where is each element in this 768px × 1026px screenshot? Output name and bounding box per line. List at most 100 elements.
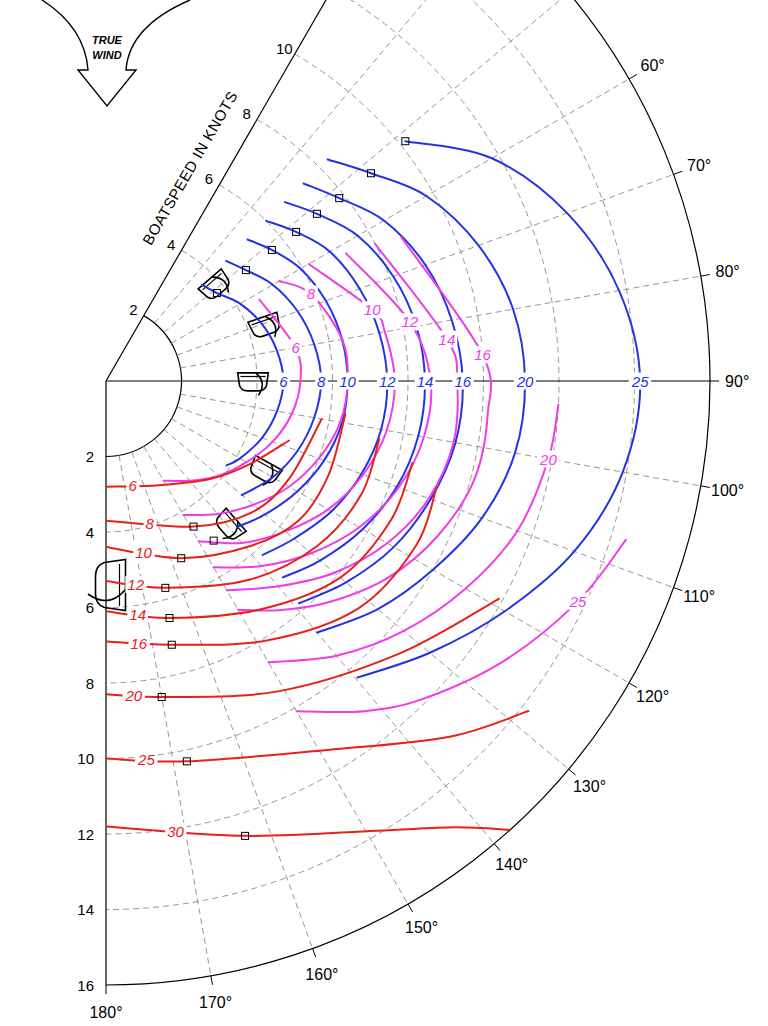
curve-label: 25 [137,751,155,768]
target-marker [190,523,197,530]
speed-label: 10 [77,750,94,767]
target-marker [213,290,220,297]
speed-curve [164,299,301,481]
angle-label: 160° [305,966,338,983]
ring-gridline [106,0,710,985]
angle-label: 70° [687,157,711,174]
target-marker [336,195,343,202]
boat-sail [256,373,263,396]
curve-labels: 6810121416202568101214162025681012141620… [123,285,652,839]
boat-hull [248,312,283,339]
label-patch [126,477,139,494]
ring-gridline [106,54,483,758]
angle-tick [313,949,316,958]
angle-label: 110° [683,588,715,605]
speed-label: 6 [205,170,213,187]
angle-label: 170° [199,994,232,1011]
curve-label: 16 [131,635,148,652]
speed-label: 16 [77,977,94,994]
label-patch [337,373,358,390]
label-patch [362,301,383,318]
label-patch [305,285,318,302]
curve-label: 12 [402,313,419,330]
label-patch [123,687,145,704]
target-marker [168,641,175,648]
label-patch [400,313,421,330]
target-marker [313,210,320,217]
target-marker [166,615,173,622]
boat-icons [88,269,284,611]
label-patch [629,373,651,390]
speed-label: 8 [86,675,94,692]
boat-hull [96,560,126,611]
label-patch [135,751,157,768]
grid [106,0,710,985]
angle-label: 140° [495,856,528,873]
boat-hull [247,455,282,486]
boat-icon [198,269,236,306]
label-patch [144,515,157,532]
curve-label: 20 [539,451,557,468]
speed-label: 8 [242,105,250,122]
target-marker [162,584,169,591]
polar-chart: 60°70°80°90°100°110°120°130°140°150°160°… [0,0,768,1026]
target-marker [210,537,217,544]
target-marker [402,138,409,145]
target-marker [293,228,300,235]
angle-ticks: 60°70°80°90°100°110°120°130°140°150°160°… [89,57,749,1021]
target-markers [158,138,409,840]
radial-gridline [119,455,211,975]
label-patch [452,373,473,390]
curve-label: 30 [167,823,184,840]
curve-label: 8 [307,285,316,302]
label-patch [129,635,150,652]
speed-curve [268,405,558,662]
curve-label: 6 [279,373,288,390]
speed-label: 6 [86,599,94,616]
axis-line [106,380,710,381]
angle-tick [674,171,683,174]
curve-label: 14 [417,373,434,390]
angle-label: 180° [89,1004,122,1021]
ring-gridline [106,185,332,608]
boat-sail [88,590,126,601]
curve-label: 12 [379,373,396,390]
boat-deck [256,460,278,472]
angle-tick [408,904,413,912]
axis-line [106,0,408,381]
curve-label: 25 [631,373,649,390]
angle-tick [629,74,637,79]
label-patch [472,346,493,363]
speed-label: 2 [86,448,94,465]
ring-gridline [106,250,257,532]
curve-label: 20 [125,687,143,704]
angle-tick [211,976,213,985]
speed-curve [106,439,379,588]
target-marker [178,555,185,562]
speed-label: 4 [86,524,94,541]
curve-label: 14 [129,606,146,623]
angle-tick [710,381,719,382]
label-patch [537,451,559,468]
curve-label: 6 [128,477,137,494]
speed-curve [202,285,283,466]
angle-label: 130° [573,778,606,795]
curve-label: 14 [439,331,456,348]
axis-line [105,381,106,985]
ring-gridline [106,119,408,683]
curve-label: 25 [569,593,587,610]
boat-hull [238,373,269,391]
speed-curve [226,261,321,495]
angle-tick [106,985,107,994]
angle-label: 100° [711,482,744,499]
speed-curves [106,141,640,836]
ring-gridline [106,316,181,457]
speed-curve [106,419,322,527]
label-patch [415,373,436,390]
label-patch [514,373,536,390]
label-patch [315,373,328,390]
angle-label: 60° [641,57,665,74]
label-patch [125,576,146,593]
curve-label: 8 [317,373,326,390]
curve-label: 16 [474,346,491,363]
